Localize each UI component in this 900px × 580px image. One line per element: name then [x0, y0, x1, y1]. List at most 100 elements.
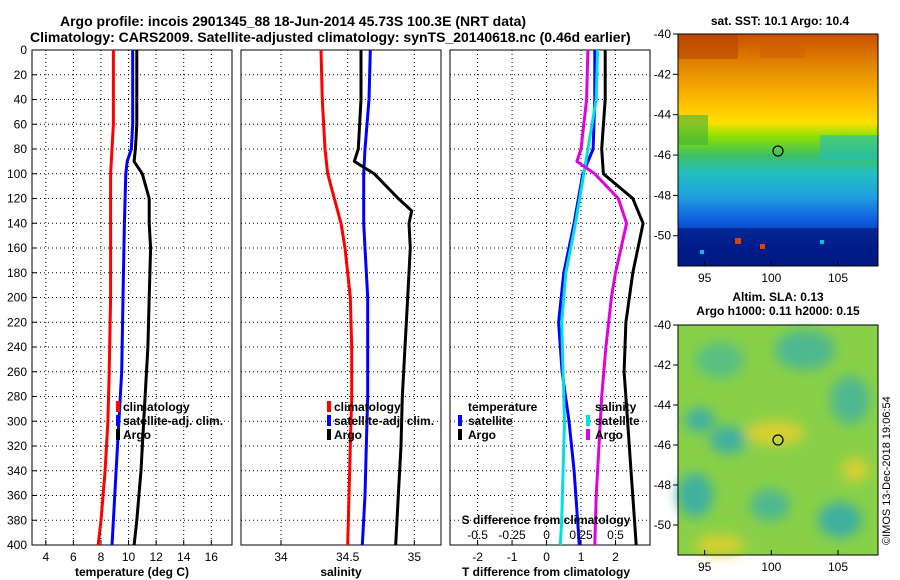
map-y-tick-label: -40 [654, 27, 672, 41]
sla-argo-marker [772, 434, 784, 446]
sst-patch [735, 238, 741, 244]
sla-blob [685, 408, 715, 432]
legend-swatch-climatology [116, 401, 120, 412]
x-tick-label: 2 [612, 550, 619, 564]
sst-patch [700, 250, 704, 254]
y-tick-label: 240 [7, 340, 27, 354]
y-tick-label: 60 [14, 117, 28, 131]
series-line-temperature-satellite [557, 50, 597, 546]
sst-map-texture [678, 34, 878, 266]
map-y-tick-label: -44 [654, 398, 672, 412]
legend-title-temperature: temperature [468, 400, 538, 414]
x-tick-label: 8 [98, 550, 105, 564]
legend-swatch-argo [116, 429, 120, 440]
sst-patch [820, 240, 824, 244]
legend-label-climatology: climatology [334, 400, 401, 414]
map-x-tick-label: 95 [698, 271, 712, 285]
series-line-satellite-adj-clim- [110, 50, 135, 546]
map-y-tick-label: -50 [654, 518, 672, 532]
s-difference-xlabel: S difference from climatology [462, 513, 631, 527]
legend-swatch-argo [327, 429, 331, 440]
sst-argo-marker [772, 145, 784, 157]
temperature-legend: climatology satellite-adj. clim. Argo [116, 400, 223, 442]
legend-swatch-t-satellite [458, 415, 462, 426]
legend-swatch-satellite-adj [116, 415, 120, 426]
y-tick-label: 360 [7, 489, 27, 503]
sla-blob [745, 421, 805, 445]
sst-patch [760, 40, 805, 58]
legend-swatch-climatology [327, 401, 331, 412]
sla-blob [750, 489, 790, 521]
map-y-tick-label: -46 [654, 438, 672, 452]
y-tick-label: 20 [14, 68, 28, 82]
sla-blob [830, 376, 870, 424]
x-tick-label: 0 [543, 550, 550, 564]
difference-frame [449, 49, 651, 546]
legend-label-climatology: climatology [123, 400, 190, 414]
sla-blob [841, 458, 869, 482]
x-tick-label: 6 [70, 550, 77, 564]
series-line-salinity-argo [575, 49, 629, 546]
y-tick-label: 100 [7, 167, 27, 181]
salinity-panel: 34 34.5 35 salinity climatology satellite-… [240, 49, 442, 579]
salinity-frame [240, 49, 442, 546]
salinity-xlabel: salinity [320, 565, 362, 579]
sst-patch [678, 34, 738, 59]
temperature-panel: 0 20 40 60 80 100 120 140 160 180 200 220 240 260 280 3… [7, 43, 233, 579]
y-tick-label: 140 [7, 216, 27, 230]
sst-patch [678, 115, 708, 145]
x-tick-label: 14 [177, 550, 191, 564]
title-line-2: Climatology: CARS2009. Satellite-adjuste… [30, 29, 631, 45]
legend-swatch-satellite-adj [327, 415, 331, 426]
map-x-tick-label: 100 [761, 560, 781, 574]
x2-tick-label: -0.5 [467, 528, 488, 542]
x-tick-label: 12 [149, 550, 163, 564]
series-line-temperature-argo [600, 50, 645, 546]
x-tick-label: 34.5 [336, 550, 360, 564]
difference-legend: temperature satellite Argo salinity sate… [458, 400, 640, 442]
map-x-tick-label: 105 [828, 560, 848, 574]
sla-map: Altim. SLA: 0.13 Argo h1000: 0.11 h2000:… [654, 290, 879, 574]
sla-map-frame [677, 324, 879, 556]
difference-panel: -2 -1 0 1 2 -0.5 -0.25 0 0.25 0.5 T difference f… [449, 49, 651, 579]
sst-map-title: sat. SST: 10.1 Argo: 10.4 [711, 14, 850, 28]
legend-label-satellite-adj: satellite-adj. clim. [334, 414, 434, 428]
y-tick-label: 220 [7, 315, 27, 329]
sla-map-title-1: Altim. SLA: 0.13 [732, 290, 824, 304]
x-tick-label: 1 [578, 550, 585, 564]
legend-label-satellite-adj: satellite-adj. clim. [123, 414, 223, 428]
sla-blob [695, 342, 745, 378]
map-x-tick-label: 100 [761, 271, 781, 285]
series-line-salinity-satellite [558, 49, 600, 546]
y-tick-label: 120 [7, 192, 27, 206]
series-line-argo [352, 50, 414, 546]
map-y-tick-label: -40 [654, 318, 672, 332]
y-tick-label: 180 [7, 266, 27, 280]
legend-swatch-s-satellite [586, 415, 590, 426]
map-y-tick-label: -48 [654, 188, 672, 202]
legend-title-salinity: salinity [595, 400, 637, 414]
y-tick-label: 160 [7, 241, 27, 255]
legend-label-argo: Argo [123, 428, 151, 442]
x-tick-label: 4 [42, 550, 49, 564]
y-tick-label: 320 [7, 439, 27, 453]
legend-label-s-argo: Argo [595, 428, 623, 442]
sla-blob [818, 502, 862, 538]
sst-patch [678, 228, 878, 266]
map-y-tick-label: -42 [654, 358, 672, 372]
y-tick-label: 80 [14, 142, 28, 156]
x2-tick-label: -0.25 [498, 528, 526, 542]
x-tick-label: 16 [205, 550, 219, 564]
x-tick-label: 10 [122, 550, 136, 564]
y-tick-label: 280 [7, 390, 27, 404]
sla-blob [775, 330, 835, 370]
legend-label-s-satellite: satellite [595, 414, 640, 428]
map-y-tick-label: -42 [654, 67, 672, 81]
map-y-tick-label: -46 [654, 148, 672, 162]
sla-blob [677, 473, 713, 517]
t-difference-xlabel: T difference from climatology [462, 565, 630, 579]
map-x-tick-label: 105 [828, 271, 848, 285]
y-tick-label: 40 [14, 93, 28, 107]
x2-tick-label: 0.25 [569, 528, 593, 542]
